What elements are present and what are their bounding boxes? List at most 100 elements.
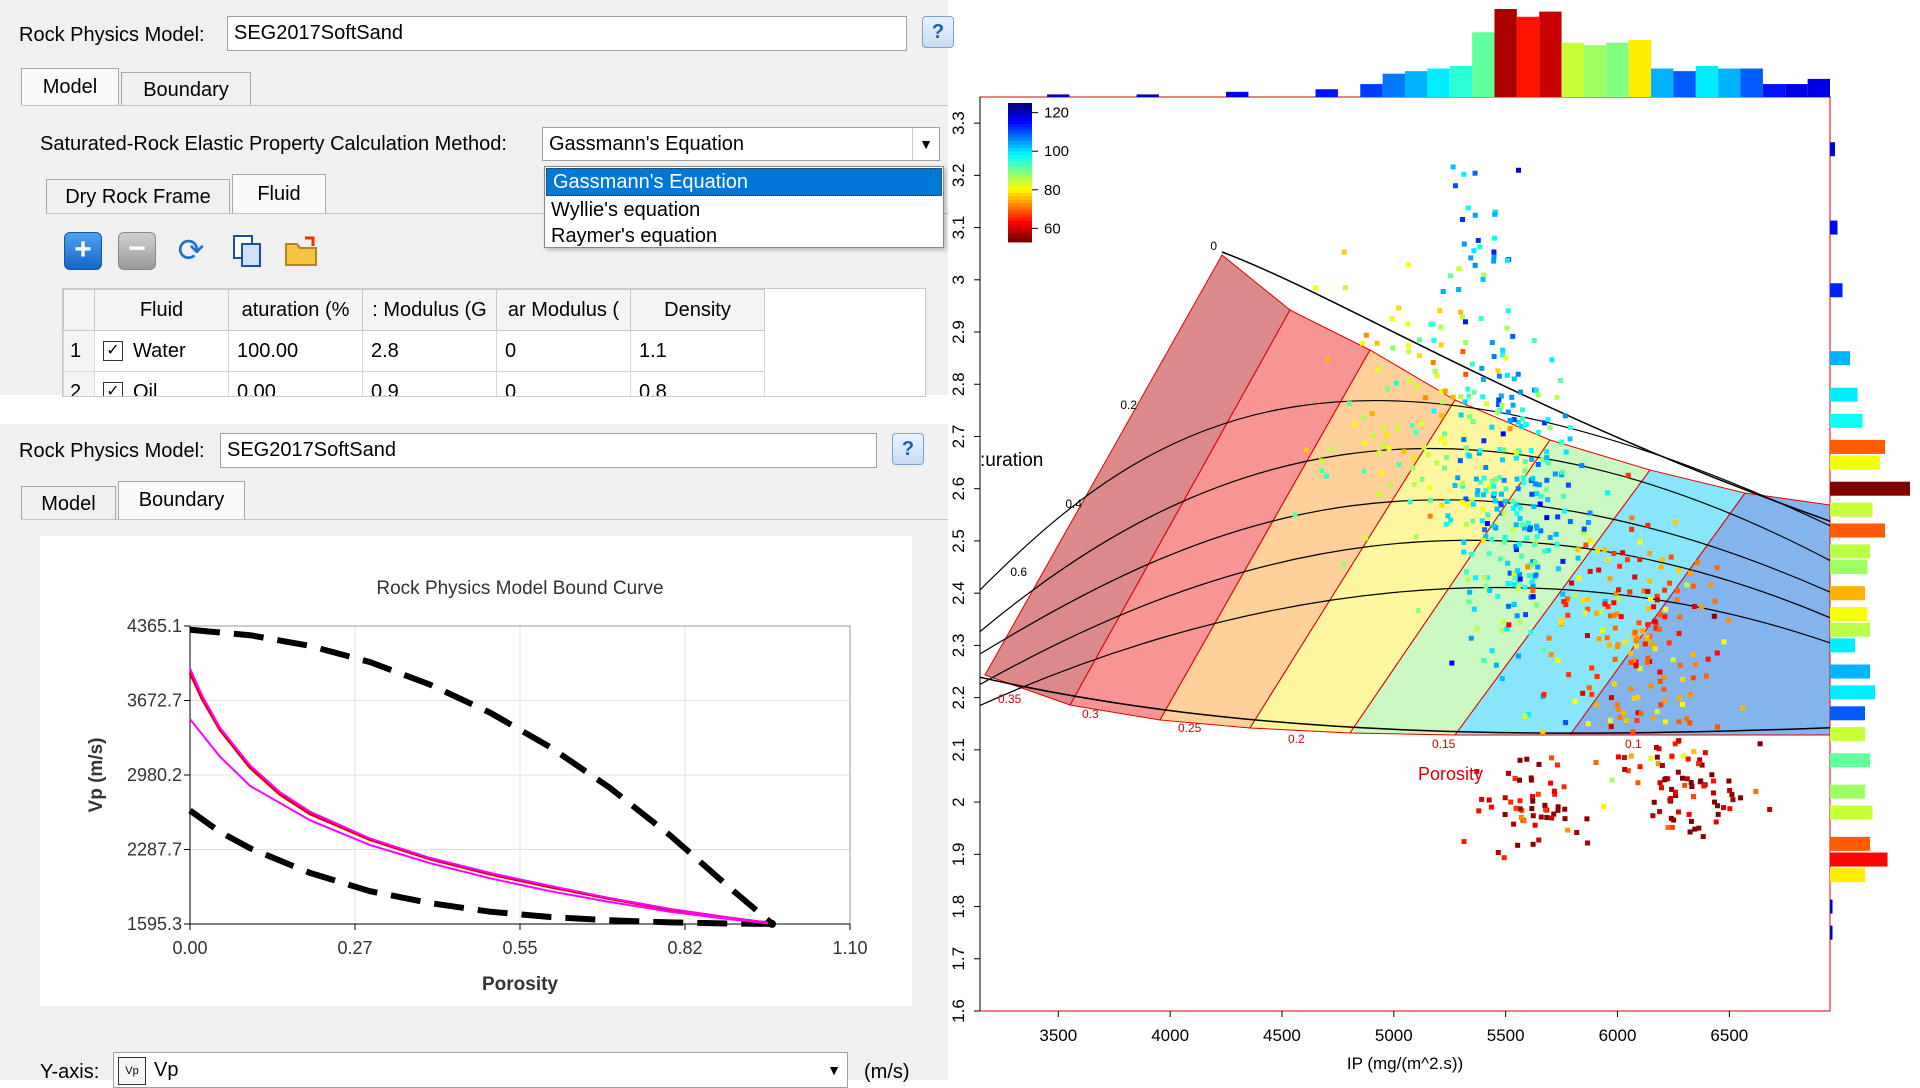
scatter-point bbox=[1599, 627, 1605, 633]
scatter-point bbox=[1477, 479, 1483, 485]
fluid-cell[interactable]: ✓ Oil bbox=[94, 371, 229, 396]
copy-button[interactable] bbox=[228, 232, 266, 270]
scatter-point bbox=[1680, 676, 1686, 682]
table-row[interactable]: 1 ✓ Water 100.00 2.8 0 1.1 bbox=[63, 330, 765, 372]
scatter-point bbox=[1504, 372, 1510, 378]
scatter-point bbox=[1463, 371, 1469, 377]
refresh-button[interactable]: ⟳ bbox=[172, 232, 210, 270]
scatter-point bbox=[1528, 629, 1534, 635]
right-histogram-bar bbox=[1830, 727, 1865, 742]
density-cell[interactable]: 1.1 bbox=[630, 330, 765, 372]
tab-boundary[interactable]: Boundary bbox=[121, 72, 251, 106]
open-folder-button[interactable] bbox=[283, 232, 321, 270]
scatter-point bbox=[1688, 780, 1694, 786]
model-name-field[interactable]: SEG2017SoftSand bbox=[227, 16, 907, 51]
tab-model[interactable]: Model bbox=[21, 68, 119, 106]
scatter-point bbox=[1563, 602, 1569, 608]
colorbar-swatch bbox=[1008, 109, 1032, 115]
scatter-point bbox=[1644, 659, 1650, 665]
scatter-point bbox=[1549, 815, 1555, 821]
saturation-cell[interactable]: 100.00 bbox=[228, 330, 363, 372]
x-tick-label: 3500 bbox=[1039, 1026, 1077, 1045]
scatter-point bbox=[1580, 597, 1586, 603]
scatter-point bbox=[1497, 556, 1503, 562]
scatter-point bbox=[1361, 414, 1367, 420]
dropdown-option[interactable]: Wyllie's equation bbox=[551, 199, 701, 221]
table-row[interactable]: 2 ✓ Oil 0.00 0.9 0 0.8 bbox=[63, 371, 765, 396]
scatter-point bbox=[1529, 806, 1535, 812]
colorbar-swatch bbox=[1008, 134, 1032, 139]
scatter-point bbox=[1457, 458, 1463, 464]
y-tick-label: 1.6 bbox=[950, 999, 968, 1023]
scatter-point bbox=[1535, 791, 1541, 797]
column-header[interactable]: Density bbox=[630, 289, 765, 331]
scatter-point bbox=[1535, 392, 1541, 398]
tab-dry-rock-frame[interactable]: Dry Rock Frame bbox=[46, 179, 230, 213]
scatter-point bbox=[1509, 394, 1515, 400]
bound-chart-area: Rock Physics Model Bound Curve 0.00 0.27 0.… bbox=[40, 536, 912, 1006]
scatter-point bbox=[1574, 829, 1580, 835]
scatter-point bbox=[1328, 446, 1334, 452]
help-icon[interactable]: ? bbox=[922, 16, 954, 48]
scatter-point bbox=[1653, 744, 1659, 750]
scatter-point bbox=[1708, 582, 1714, 588]
scatter-point bbox=[1478, 316, 1484, 322]
column-header[interactable]: ar Modulus ( bbox=[496, 289, 631, 331]
colorbar-swatch bbox=[1008, 193, 1032, 198]
scatter-point bbox=[1511, 417, 1517, 423]
column-header[interactable]: Fluid bbox=[94, 289, 229, 331]
scatter-point bbox=[1481, 492, 1487, 498]
bulk-modulus-cell[interactable]: 2.8 bbox=[362, 330, 497, 372]
tab-fluid[interactable]: Fluid bbox=[232, 174, 326, 214]
scatter-point bbox=[1498, 491, 1504, 497]
method-dropdown-list[interactable]: Gassmann's Equation Wyllie's equation Ra… bbox=[544, 166, 944, 248]
scatter-point bbox=[1422, 395, 1428, 401]
shear-modulus-cell[interactable]: 0 bbox=[496, 330, 631, 372]
add-button[interactable]: + bbox=[64, 232, 102, 270]
chevron-down-icon[interactable]: ▼ bbox=[912, 128, 939, 160]
bulk-modulus-cell[interactable]: 0.9 bbox=[362, 371, 497, 396]
method-select[interactable]: Gassmann's Equation ▼ bbox=[542, 127, 940, 161]
density-cell[interactable]: 0.8 bbox=[630, 371, 765, 396]
chevron-down-icon[interactable]: ▼ bbox=[827, 1062, 841, 1078]
scatter-point bbox=[1564, 596, 1570, 602]
scatter-point bbox=[1555, 804, 1561, 810]
scatter-point bbox=[1413, 429, 1419, 435]
tab-boundary[interactable]: Boundary bbox=[118, 481, 245, 520]
model-name-field[interactable]: SEG2017SoftSand bbox=[220, 433, 877, 468]
dropdown-option[interactable]: Raymer's equation bbox=[551, 225, 718, 247]
help-icon[interactable]: ? bbox=[892, 433, 924, 465]
top-histogram-bar bbox=[1360, 84, 1383, 97]
checkbox-checked[interactable]: ✓ bbox=[103, 341, 123, 362]
y-axis-select[interactable]: Vp Vp ▼ bbox=[113, 1052, 848, 1088]
table-header: Fluid aturation (% : Modulus (G ar Modul… bbox=[63, 289, 765, 331]
saturation-cell[interactable]: 0.00 bbox=[228, 371, 363, 396]
scatter-point bbox=[1483, 534, 1489, 540]
colorbar-swatch bbox=[1008, 137, 1032, 143]
column-header[interactable]: : Modulus (G bbox=[362, 289, 497, 331]
fluid-cell[interactable]: ✓ Water bbox=[94, 330, 229, 372]
x-tick-label: 0.55 bbox=[502, 938, 537, 958]
scatter-point bbox=[1442, 388, 1448, 394]
dropdown-option-selected[interactable]: Gassmann's Equation bbox=[546, 168, 942, 196]
remove-button[interactable]: − bbox=[118, 232, 156, 270]
scatter-point bbox=[1452, 482, 1458, 488]
scatter-point bbox=[1730, 797, 1736, 803]
scatter-point bbox=[1653, 625, 1659, 631]
right-histogram-bar bbox=[1830, 607, 1868, 622]
scatter-point bbox=[1551, 788, 1557, 794]
tab-model[interactable]: Model bbox=[21, 486, 116, 520]
porosity-label: Porosity bbox=[1418, 764, 1483, 784]
checkbox-checked[interactable]: ✓ bbox=[103, 382, 123, 396]
scatter-point bbox=[1645, 655, 1651, 661]
shear-modulus-cell[interactable]: 0 bbox=[496, 371, 631, 396]
column-header[interactable]: aturation (% bbox=[228, 289, 363, 331]
scatter-point bbox=[1713, 819, 1719, 825]
scatter-point bbox=[1430, 359, 1436, 365]
scatter-point bbox=[1477, 244, 1483, 250]
scatter-point bbox=[1479, 365, 1485, 371]
scatter-point bbox=[1504, 325, 1510, 331]
colorbar-swatch bbox=[1008, 199, 1032, 205]
scatter-point bbox=[1616, 596, 1622, 602]
scatter-point bbox=[1688, 818, 1694, 824]
